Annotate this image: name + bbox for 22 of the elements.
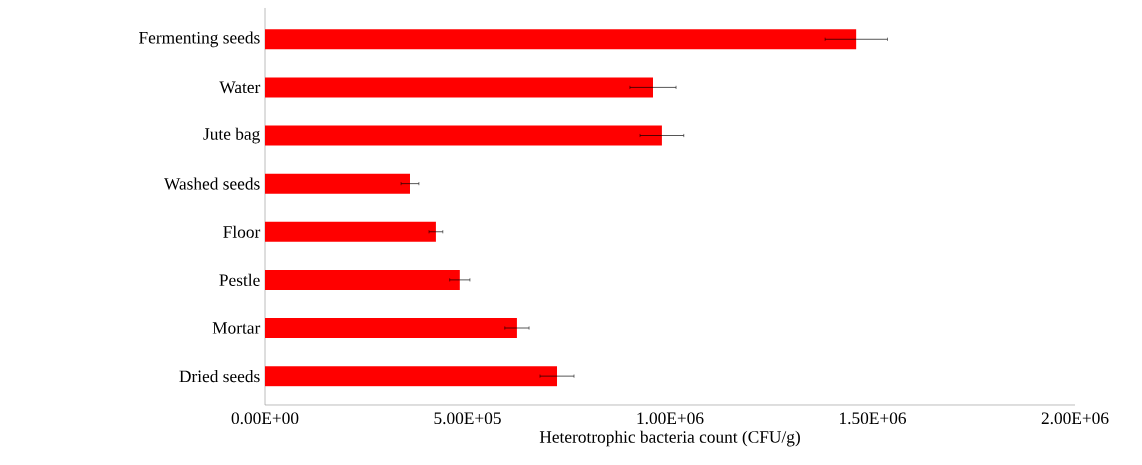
x-tick-label: 1.50E+06 xyxy=(840,412,907,425)
y-tick-label: Jute bag xyxy=(203,127,260,144)
x-tick-label: 1.00E+06 xyxy=(637,412,704,425)
bar xyxy=(265,221,436,242)
y-tick-label: Fermenting seeds xyxy=(139,31,260,48)
y-tick-label: Water xyxy=(219,81,261,94)
bar xyxy=(265,269,460,290)
bar xyxy=(265,318,517,338)
y-tick-label: Dried seeds xyxy=(179,370,260,383)
x-tick-label: 5.00E+05 xyxy=(434,412,501,425)
x-axis-title: Heterotrophic bacteria count (CFU/g) xyxy=(539,430,800,447)
y-tick-label: Mortar xyxy=(212,322,261,334)
x-tick-label: 2.00E+06 xyxy=(1041,412,1109,425)
y-tick-label: Pestle xyxy=(219,273,260,286)
bar xyxy=(265,77,653,98)
bar xyxy=(265,125,662,146)
y-tick-label: Floor xyxy=(223,225,261,238)
y-tick-label: Washed seeds xyxy=(164,177,260,190)
bar xyxy=(265,173,410,194)
bar xyxy=(265,366,558,387)
x-tick-label: 0.00E+00 xyxy=(231,412,299,425)
bar xyxy=(265,29,857,50)
